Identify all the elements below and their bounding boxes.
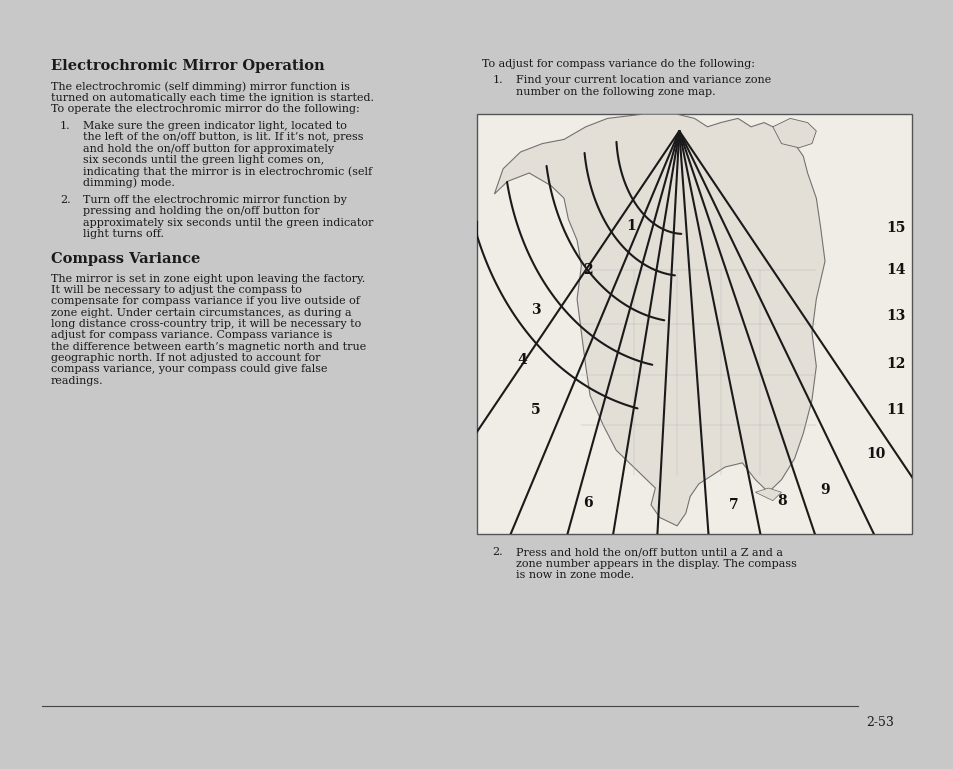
Text: 13: 13 [885,309,904,323]
Text: Compass Variance: Compass Variance [51,252,200,266]
Text: 10: 10 [865,448,884,461]
Text: Press and hold the on/off button until a Z and a: Press and hold the on/off button until a… [516,548,782,558]
Text: To operate the electrochromic mirror do the following:: To operate the electrochromic mirror do … [51,104,359,114]
Text: dimming) mode.: dimming) mode. [83,178,174,188]
Text: The electrochromic (self dimming) mirror function is: The electrochromic (self dimming) mirror… [51,82,350,92]
Text: The mirror is set in zone eight upon leaving the factory.: The mirror is set in zone eight upon lea… [51,274,365,284]
Text: 2.: 2. [492,548,502,558]
Text: and hold the on/off button for approximately: and hold the on/off button for approxima… [83,144,334,154]
Text: Turn off the electrochromic mirror function by: Turn off the electrochromic mirror funct… [83,195,346,205]
Text: 2-53: 2-53 [865,715,893,728]
Text: the difference between earth’s magnetic north and true: the difference between earth’s magnetic … [51,341,366,351]
Text: 5: 5 [531,404,540,418]
Text: compensate for compass variance if you live outside of: compensate for compass variance if you l… [51,297,359,307]
Text: 9: 9 [820,483,829,497]
Text: 4: 4 [517,353,527,367]
Text: 11: 11 [885,404,904,418]
Text: 2: 2 [582,263,592,277]
Text: 15: 15 [885,221,904,235]
Text: 2.: 2. [60,195,71,205]
Polygon shape [755,488,781,501]
Text: is now in zone mode.: is now in zone mode. [516,570,634,580]
Polygon shape [494,114,824,526]
Text: long distance cross-country trip, it will be necessary to: long distance cross-country trip, it wil… [51,319,361,329]
Text: turned on automatically each time the ignition is started.: turned on automatically each time the ig… [51,92,374,102]
Text: geographic north. If not adjusted to account for: geographic north. If not adjusted to acc… [51,353,320,363]
Text: 1.: 1. [60,122,71,131]
Text: zone number appears in the display. The compass: zone number appears in the display. The … [516,559,796,569]
Text: 3: 3 [531,302,540,317]
Text: number on the following zone map.: number on the following zone map. [516,87,715,97]
Text: light turns off.: light turns off. [83,229,164,239]
Text: zone eight. Under certain circumstances, as during a: zone eight. Under certain circumstances,… [51,308,352,318]
Text: 1: 1 [626,218,636,232]
FancyBboxPatch shape [476,115,911,534]
Text: readings.: readings. [51,376,104,386]
Text: 1.: 1. [492,75,502,85]
Text: six seconds until the green light comes on,: six seconds until the green light comes … [83,155,324,165]
Text: Make sure the green indicator light, located to: Make sure the green indicator light, loc… [83,122,346,131]
Text: 12: 12 [885,357,904,371]
Text: compass variance, your compass could give false: compass variance, your compass could giv… [51,365,327,375]
Text: pressing and holding the on/off button for: pressing and holding the on/off button f… [83,206,319,216]
Text: It will be necessary to adjust the compass to: It will be necessary to adjust the compa… [51,285,301,295]
Text: adjust for compass variance. Compass variance is: adjust for compass variance. Compass var… [51,331,332,341]
Text: To adjust for compass variance do the following:: To adjust for compass variance do the fo… [481,59,754,69]
Text: approximately six seconds until the green indicator: approximately six seconds until the gree… [83,218,373,228]
Text: 8: 8 [777,494,786,508]
Text: 7: 7 [728,498,739,512]
Text: indicating that the mirror is in electrochromic (self: indicating that the mirror is in electro… [83,166,372,177]
Text: Find your current location and variance zone: Find your current location and variance … [516,75,770,85]
Text: the left of the on/off button, is lit. If it’s not, press: the left of the on/off button, is lit. I… [83,132,363,142]
Polygon shape [772,118,816,148]
Text: 6: 6 [582,496,592,510]
Text: Electrochromic Mirror Operation: Electrochromic Mirror Operation [51,59,324,73]
Text: 14: 14 [885,263,904,277]
